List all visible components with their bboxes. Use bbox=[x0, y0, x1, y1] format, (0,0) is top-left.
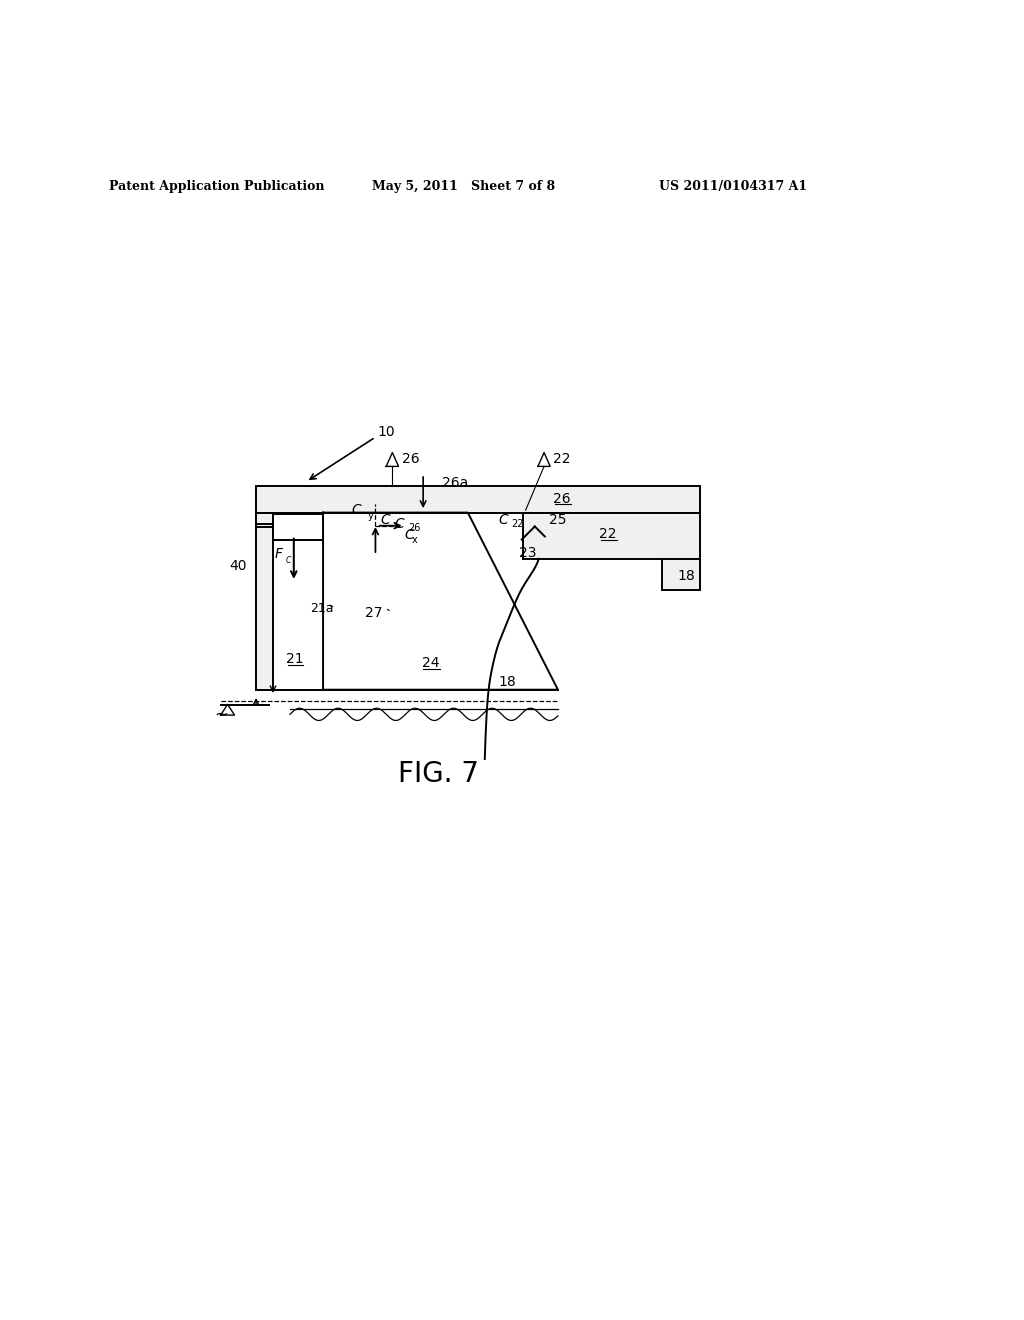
Text: ~: ~ bbox=[214, 705, 228, 723]
Text: 22: 22 bbox=[599, 527, 616, 541]
Text: 22: 22 bbox=[512, 519, 524, 529]
Bar bbox=[273, 515, 323, 540]
Text: 18: 18 bbox=[677, 569, 695, 582]
Text: 21a: 21a bbox=[310, 602, 334, 615]
Text: 25: 25 bbox=[549, 513, 566, 527]
Text: x: x bbox=[412, 536, 418, 545]
Text: C: C bbox=[404, 528, 415, 543]
Text: 21: 21 bbox=[286, 652, 303, 665]
Text: 27: 27 bbox=[366, 606, 383, 619]
Text: 40: 40 bbox=[229, 560, 247, 573]
Text: Patent Application Publication: Patent Application Publication bbox=[109, 181, 325, 194]
Text: y: y bbox=[368, 511, 374, 520]
Text: FIG. 7: FIG. 7 bbox=[398, 760, 479, 788]
Text: 26: 26 bbox=[408, 523, 420, 533]
Text: C: C bbox=[498, 513, 508, 527]
Bar bbox=[662, 558, 700, 590]
Text: $_C$: $_C$ bbox=[285, 554, 292, 566]
Text: C: C bbox=[380, 512, 390, 527]
Bar bbox=[256, 512, 273, 689]
Text: 26: 26 bbox=[401, 453, 419, 466]
Text: 26a: 26a bbox=[442, 477, 469, 490]
Text: C: C bbox=[352, 503, 361, 517]
Bar bbox=[256, 486, 700, 512]
Bar bbox=[523, 512, 700, 558]
Text: C: C bbox=[394, 517, 403, 531]
Text: US 2011/0104317 A1: US 2011/0104317 A1 bbox=[658, 181, 807, 194]
Text: 10: 10 bbox=[377, 425, 394, 438]
Text: $F$: $F$ bbox=[274, 548, 285, 561]
Text: 22: 22 bbox=[553, 453, 570, 466]
Text: 18: 18 bbox=[499, 675, 516, 689]
Text: 26: 26 bbox=[553, 492, 570, 506]
Text: 24: 24 bbox=[422, 656, 439, 669]
Text: May 5, 2011   Sheet 7 of 8: May 5, 2011 Sheet 7 of 8 bbox=[372, 181, 555, 194]
Text: 23: 23 bbox=[519, 545, 537, 560]
